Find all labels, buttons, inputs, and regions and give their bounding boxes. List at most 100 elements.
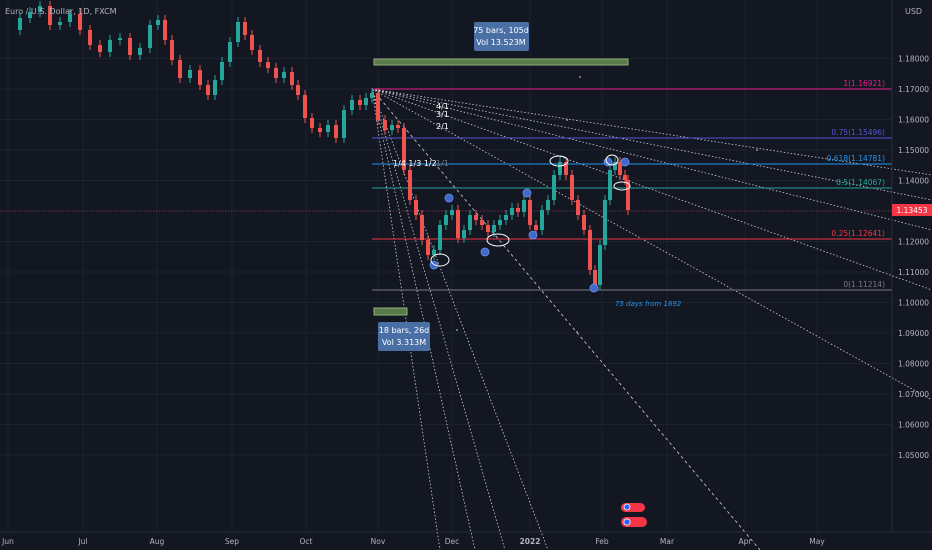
gann-fan-line <box>371 88 761 550</box>
candle-body <box>68 14 72 22</box>
candle-body <box>163 20 167 40</box>
pivot-marker <box>522 188 532 198</box>
candle-body <box>258 50 262 62</box>
price-tick: 1.17000 <box>898 85 929 94</box>
candle-body <box>570 175 574 200</box>
candle-body <box>558 162 562 175</box>
current-price-badge <box>892 204 932 216</box>
drawing-marks <box>429 76 758 333</box>
candle-body <box>598 245 602 285</box>
candle-body <box>290 72 294 85</box>
highlight-ellipse <box>430 253 450 267</box>
pivot-marker <box>480 247 490 257</box>
candle-body <box>342 110 346 138</box>
pivot-marker <box>528 230 538 240</box>
candle-body <box>540 210 544 230</box>
candle-body <box>576 200 580 215</box>
candle-body <box>438 225 442 250</box>
candle-body <box>178 60 182 78</box>
range-measure-top[interactable]: 75 bars, 105d Vol 13.523M <box>373 22 629 66</box>
gann-label-3-1: 3/1 <box>436 110 449 119</box>
range-box-bottom-line1: 18 bars, 26d <box>379 326 430 335</box>
candle-body <box>546 200 550 210</box>
range-measure-bottom[interactable]: 18 bars, 26d Vol 3.313M <box>373 307 430 351</box>
candle-body <box>603 200 607 245</box>
candle-body <box>274 68 278 78</box>
gann-fan-line <box>371 88 932 291</box>
time-tick: Oct <box>300 537 313 546</box>
calendar-event-icon[interactable] <box>621 517 647 527</box>
price-tick: 1.18000 <box>898 55 929 64</box>
candle-body <box>38 6 42 12</box>
candle-body <box>522 200 526 212</box>
candle-body <box>28 12 32 18</box>
currency-label: USD <box>905 7 922 16</box>
days-annotation: 75 days from 1692 <box>615 300 682 308</box>
current-price-label: 1.13453 <box>896 206 927 215</box>
candle-body <box>608 170 612 200</box>
candle-body <box>370 93 374 98</box>
price-axis[interactable]: 1.180001.170001.160001.150001.140001.130… <box>891 0 929 532</box>
candle-body <box>474 215 478 220</box>
candle-body <box>444 215 448 225</box>
candle-body <box>296 85 300 95</box>
fib-level-label: 0(1.11214) <box>843 280 885 289</box>
candle-body <box>78 14 82 30</box>
candle-body <box>128 38 132 55</box>
candle-body <box>450 210 454 215</box>
candle-body <box>426 240 430 255</box>
time-axis[interactable]: Jun Jul Aug Sep Oct Nov Dec 2022 Feb Mar Apr May <box>0 531 932 546</box>
gann-fan-line <box>371 88 441 550</box>
price-tick: 1.05000 <box>898 451 929 460</box>
time-tick: Mar <box>660 537 675 546</box>
chart-grid <box>0 0 892 532</box>
pivot-marker <box>620 157 630 167</box>
price-tick: 1.14000 <box>898 177 929 186</box>
candle-body <box>534 225 538 230</box>
candle-body <box>593 270 597 285</box>
candle-body <box>98 45 102 52</box>
candle-body <box>18 18 22 30</box>
dot-mark <box>456 329 458 331</box>
time-tick: Sep <box>225 537 239 546</box>
candle-body <box>626 180 630 210</box>
gann-label-1-1: 1/1 <box>436 159 449 168</box>
candle-body <box>170 40 174 60</box>
candle-body <box>582 215 586 230</box>
time-tick: 2022 <box>520 537 541 546</box>
gann-fan-line <box>371 88 506 550</box>
candle-body <box>310 118 314 128</box>
candle-body <box>334 125 338 138</box>
time-tick: Dec <box>445 537 460 546</box>
fib-level-label: 0.618(1.14781) <box>827 154 885 163</box>
price-tick: 1.12000 <box>898 238 929 247</box>
candle-body <box>383 120 387 130</box>
candle-body <box>420 215 424 240</box>
candle-body <box>390 125 394 130</box>
candle-body <box>266 62 270 68</box>
candle-body <box>220 62 224 80</box>
highlight-ellipse <box>549 155 569 167</box>
fib-level-label: 1(1.16921) <box>843 79 885 88</box>
candle-body <box>364 98 368 105</box>
price-tick: 1.08000 <box>898 360 929 369</box>
price-tick: 1.11000 <box>898 268 929 277</box>
fib-retracement: 1(1.16921) 0.75(1.15496) 0.618(1.14781) 0.5… <box>372 79 892 291</box>
calendar-event-icon[interactable] <box>621 503 645 512</box>
highlight-ellipse <box>605 154 619 166</box>
time-tick: Aug <box>150 537 165 546</box>
candle-body <box>492 225 496 232</box>
candle-body <box>552 175 556 200</box>
range-box-bottom-line2: Vol 3.313M <box>382 338 426 347</box>
candle-body <box>414 200 418 215</box>
candle-body <box>623 175 627 180</box>
symbol-title: Euro / U.S. Dollar, 1D, FXCM <box>5 7 117 16</box>
candle-body <box>48 6 52 25</box>
time-tick: Feb <box>595 537 609 546</box>
time-tick: Nov <box>371 537 386 546</box>
price-tick: 1.07000 <box>898 390 929 399</box>
candle-body <box>118 38 122 40</box>
candle-body <box>408 170 412 200</box>
price-tick: 1.10000 <box>898 299 929 308</box>
